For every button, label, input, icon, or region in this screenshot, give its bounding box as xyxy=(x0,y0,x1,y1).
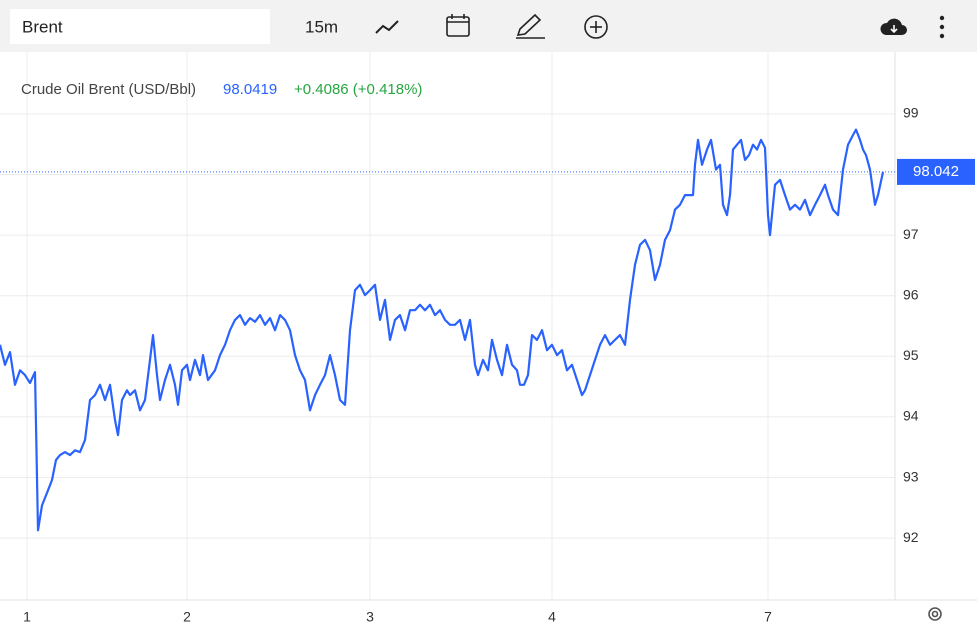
y-tick-label: 94 xyxy=(903,408,919,424)
add-icon[interactable] xyxy=(584,15,608,39)
x-tick-label: 2 xyxy=(183,609,191,625)
y-tick-label: 96 xyxy=(903,286,919,302)
symbol: Brent xyxy=(22,17,63,36)
y-tick-label: 95 xyxy=(903,347,919,363)
interval[interactable]: 15m xyxy=(305,17,338,36)
y-tick-label: 93 xyxy=(903,468,919,484)
y-tick-label: 97 xyxy=(903,226,919,242)
menu-icon[interactable] xyxy=(939,15,945,39)
y-tick-label: 99 xyxy=(903,105,919,121)
legend-title: Crude Oil Brent (USD/Bbl) xyxy=(21,81,196,98)
x-tick-label: 1 xyxy=(23,609,31,625)
settings-icon[interactable] xyxy=(928,607,942,621)
price-label-box xyxy=(897,158,975,185)
draw-icon[interactable] xyxy=(516,13,545,39)
y-tick-label: 92 xyxy=(903,529,919,545)
x-tick-label: 4 xyxy=(548,609,556,625)
last-value: 98.0419 xyxy=(223,81,277,98)
x-tick-label: 7 xyxy=(764,609,772,625)
calendar-icon[interactable] xyxy=(446,14,470,37)
price-label: 98.042 xyxy=(913,163,959,180)
change: +0.4086 (+0.418%) xyxy=(294,81,422,98)
symbol-search[interactable] xyxy=(10,9,270,44)
x-tick-label: 3 xyxy=(366,609,374,625)
chart-type-icon[interactable] xyxy=(375,20,399,34)
cloud-icon[interactable] xyxy=(880,18,907,35)
price-line xyxy=(0,128,885,532)
